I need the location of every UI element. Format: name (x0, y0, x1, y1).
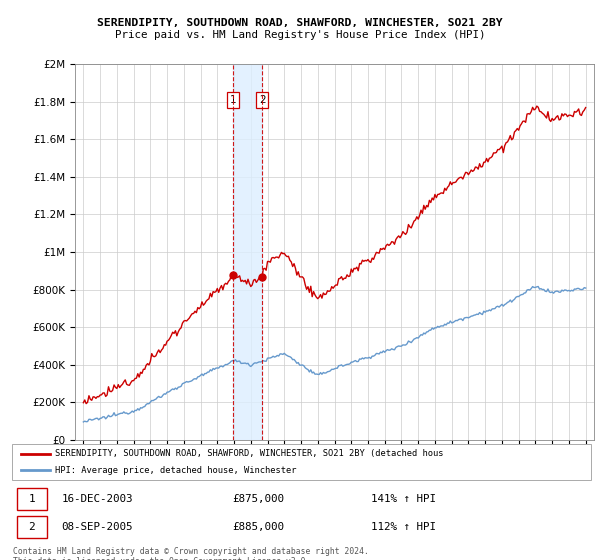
FancyBboxPatch shape (17, 516, 47, 538)
Text: £885,000: £885,000 (232, 522, 284, 533)
Bar (233, 64, 262, 440)
Text: 2: 2 (28, 522, 35, 533)
FancyBboxPatch shape (17, 488, 47, 510)
Text: Price paid vs. HM Land Registry's House Price Index (HPI): Price paid vs. HM Land Registry's House … (115, 30, 485, 40)
Text: 141% ↑ HPI: 141% ↑ HPI (371, 494, 436, 504)
Text: Contains HM Land Registry data © Crown copyright and database right 2024.
This d: Contains HM Land Registry data © Crown c… (13, 547, 369, 560)
Text: SERENDIPITY, SOUTHDOWN ROAD, SHAWFORD, WINCHESTER, SO21 2BY (detached hous: SERENDIPITY, SOUTHDOWN ROAD, SHAWFORD, W… (55, 449, 444, 458)
Text: 1: 1 (230, 95, 236, 105)
Text: 112% ↑ HPI: 112% ↑ HPI (371, 522, 436, 533)
Text: 2: 2 (259, 95, 266, 105)
Text: HPI: Average price, detached house, Winchester: HPI: Average price, detached house, Winc… (55, 466, 297, 475)
Text: 1: 1 (28, 494, 35, 504)
Text: 16-DEC-2003: 16-DEC-2003 (61, 494, 133, 504)
Text: SERENDIPITY, SOUTHDOWN ROAD, SHAWFORD, WINCHESTER, SO21 2BY: SERENDIPITY, SOUTHDOWN ROAD, SHAWFORD, W… (97, 18, 503, 28)
Text: 08-SEP-2005: 08-SEP-2005 (61, 522, 133, 533)
Text: £875,000: £875,000 (232, 494, 284, 504)
